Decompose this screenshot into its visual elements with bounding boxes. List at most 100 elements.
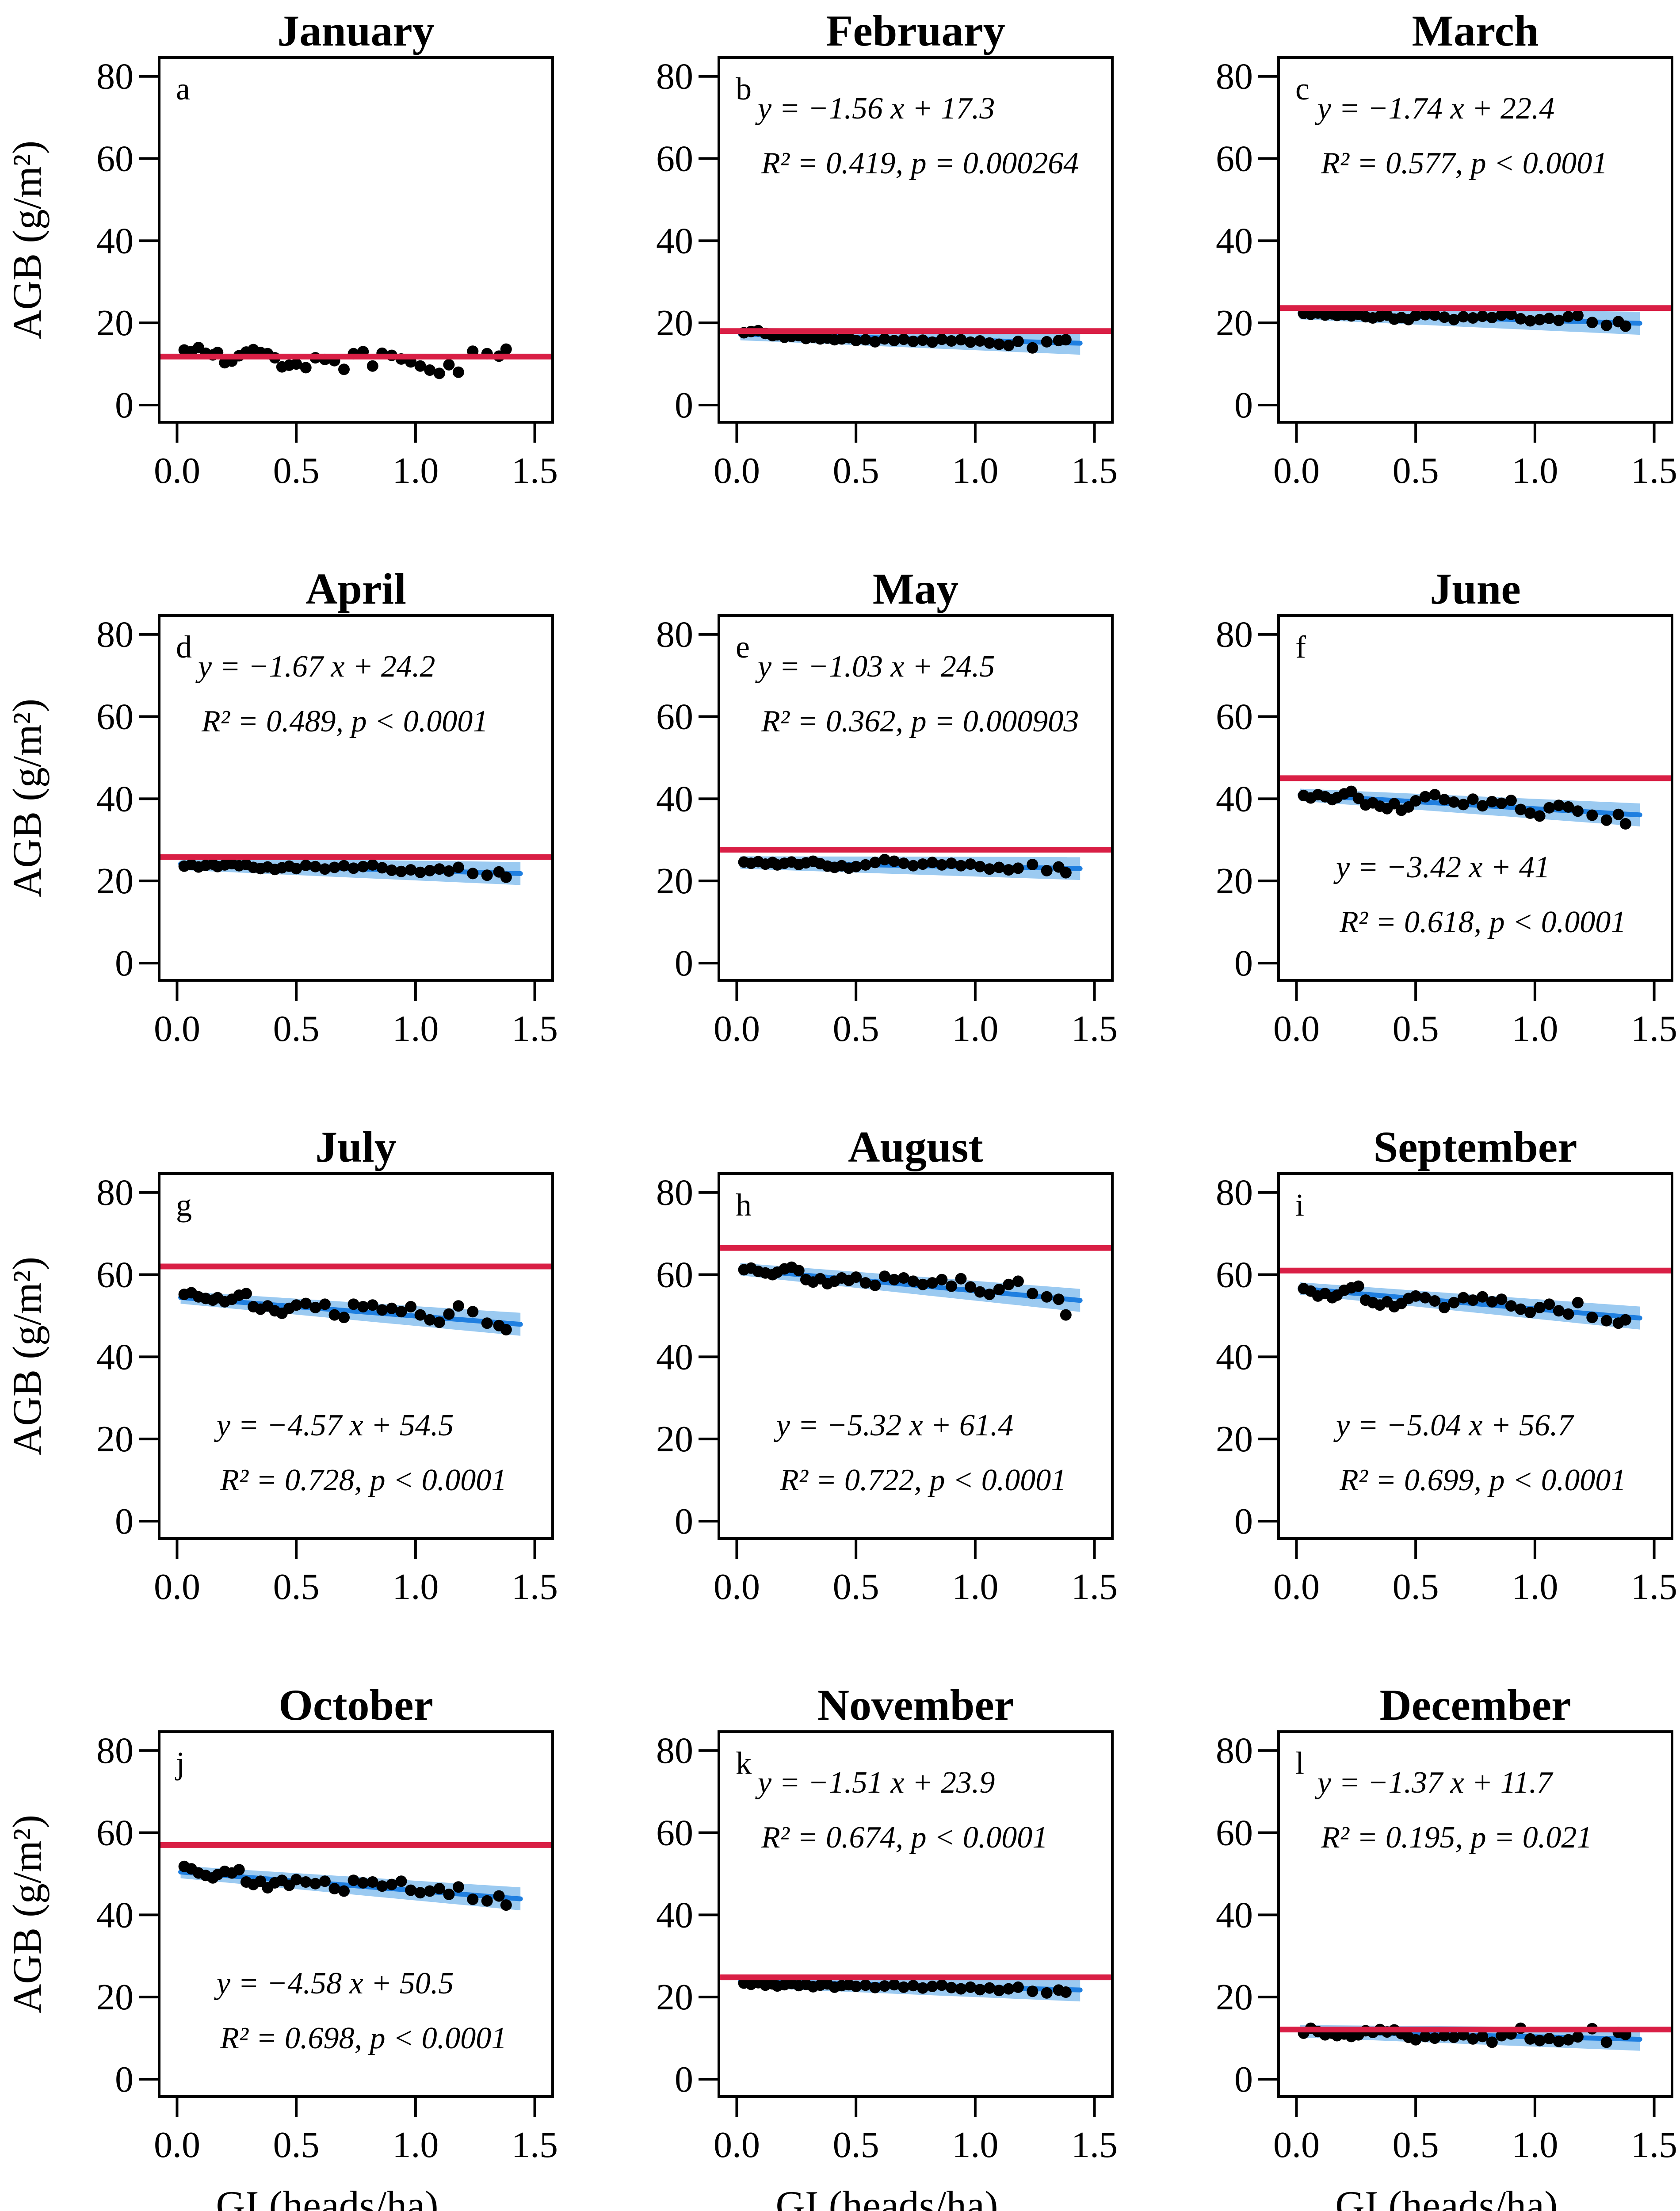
x-tick-label: 1.0	[392, 1008, 439, 1049]
data-point	[984, 337, 996, 349]
equation-stats-line: R² = 0.698, p < 0.0001	[220, 2021, 507, 2055]
data-point	[984, 1982, 996, 1994]
panel-letter: h	[736, 1187, 752, 1223]
x-tick-label: 0.0	[714, 1008, 760, 1049]
data-point	[1477, 310, 1489, 322]
y-tick-label: 80	[656, 614, 693, 655]
data-point	[1012, 1981, 1024, 1993]
x-tick-label: 0.0	[1273, 1566, 1320, 1607]
y-tick-label: 0	[1234, 943, 1253, 984]
y-tick-label: 40	[656, 778, 693, 819]
equation-stats-line: R² = 0.419, p = 0.000264	[761, 146, 1079, 180]
data-point	[859, 334, 871, 346]
data-point	[888, 855, 900, 867]
scatter-points	[1298, 1280, 1631, 1329]
data-point	[1438, 1301, 1450, 1313]
data-point	[1448, 796, 1460, 808]
x-tick-label: 1.5	[512, 1566, 558, 1607]
data-point	[1543, 802, 1555, 814]
data-point	[793, 1265, 805, 1277]
data-point	[926, 857, 938, 868]
x-tick-label: 1.5	[512, 2124, 558, 2165]
equation-line: y = −1.03 x + 24.5	[755, 650, 995, 684]
y-tick-label: 80	[656, 56, 693, 97]
data-point	[290, 1874, 302, 1886]
data-point	[405, 1884, 417, 1896]
data-point	[481, 869, 493, 881]
data-point	[926, 336, 938, 348]
x-tick-label: 1.5	[1631, 2124, 1677, 2165]
x-tick-label: 0.5	[1393, 1008, 1439, 1049]
data-point	[1053, 1293, 1065, 1305]
data-point	[1429, 1295, 1441, 1307]
chart-november: 0 20 40 60 80 0.0 0.5 1.0 1.5 November ky = −1.51 …	[656, 1680, 1118, 2211]
y-tick-label: 20	[656, 302, 693, 344]
y-tick-label: 40	[656, 220, 693, 261]
panel-letter: b	[736, 71, 752, 107]
data-point	[965, 1281, 977, 1293]
data-point	[1448, 1297, 1460, 1308]
data-point	[452, 1300, 464, 1312]
data-point	[240, 1288, 252, 1300]
panel-letter: a	[176, 71, 190, 107]
data-point	[367, 859, 378, 871]
data-point	[338, 1885, 350, 1897]
panel-april: 0 20 40 60 80 0.0 0.5 1.0 1.5 April d y = −1.67 x +…	[0, 558, 560, 1116]
data-point	[965, 858, 977, 870]
y-tick-label: 20	[656, 1977, 693, 2018]
data-point	[1534, 314, 1546, 325]
data-point	[300, 1876, 312, 1888]
data-point	[1012, 1275, 1024, 1287]
data-point	[1524, 807, 1536, 819]
data-point	[386, 1878, 397, 1890]
data-point	[1553, 799, 1565, 811]
data-point	[1410, 2034, 1422, 2046]
data-point	[878, 853, 890, 865]
data-point	[1572, 1297, 1584, 1308]
data-point	[290, 863, 302, 875]
data-point	[1619, 1314, 1631, 1326]
chart-october: 0 20 40 60 80 0.0 0.5 1.0 1.5 October j y = −4.58 x…	[4, 1680, 558, 2211]
data-point	[443, 1308, 455, 1320]
data-point	[974, 335, 986, 347]
data-point	[347, 862, 359, 874]
panel-letter: l	[1295, 1745, 1304, 1781]
data-point	[1600, 814, 1612, 826]
x-tick-label: 1.5	[1631, 1008, 1677, 1049]
data-point	[1448, 2031, 1460, 2043]
y-tick-label: 60	[1216, 1255, 1253, 1296]
panel-title: January	[277, 6, 435, 55]
y-tick-label: 0	[675, 943, 693, 984]
data-point	[290, 1299, 302, 1311]
data-point	[1496, 797, 1508, 809]
data-point	[1003, 864, 1015, 876]
panel-title: July	[315, 1122, 396, 1171]
y-tick-label: 60	[96, 696, 134, 738]
data-point	[338, 860, 350, 872]
data-point	[433, 1882, 445, 1894]
x-tick-label: 0.0	[154, 1566, 200, 1607]
equation-line: y = −5.32 x + 61.4	[774, 1408, 1013, 1442]
data-point	[1600, 319, 1612, 331]
data-point	[1486, 2036, 1498, 2048]
y-tick-label: 0	[675, 385, 693, 426]
data-point	[974, 1286, 986, 1298]
data-point	[974, 861, 986, 872]
data-point	[993, 338, 1005, 350]
data-point	[1429, 789, 1441, 801]
panel-december: 0 20 40 60 80 0.0 0.5 1.0 1.5 December l y = −1.37 …	[1119, 1674, 1679, 2211]
data-point	[1586, 1312, 1598, 1324]
y-tick-label: 40	[1216, 220, 1253, 261]
data-point	[481, 1317, 493, 1329]
data-point	[1524, 1307, 1536, 1318]
data-point	[1027, 1985, 1039, 1997]
chart-december: 0 20 40 60 80 0.0 0.5 1.0 1.5 December l y = −1.37 …	[1216, 1680, 1677, 2211]
data-point	[452, 366, 464, 378]
panel-title: May	[873, 564, 958, 613]
x-tick-label: 0.0	[714, 450, 760, 491]
data-point	[869, 1981, 881, 1993]
x-tick-label: 0.5	[833, 1008, 879, 1049]
data-point	[328, 1309, 340, 1321]
regression-line	[178, 1295, 523, 1327]
y-tick-label: 60	[96, 1255, 134, 1296]
